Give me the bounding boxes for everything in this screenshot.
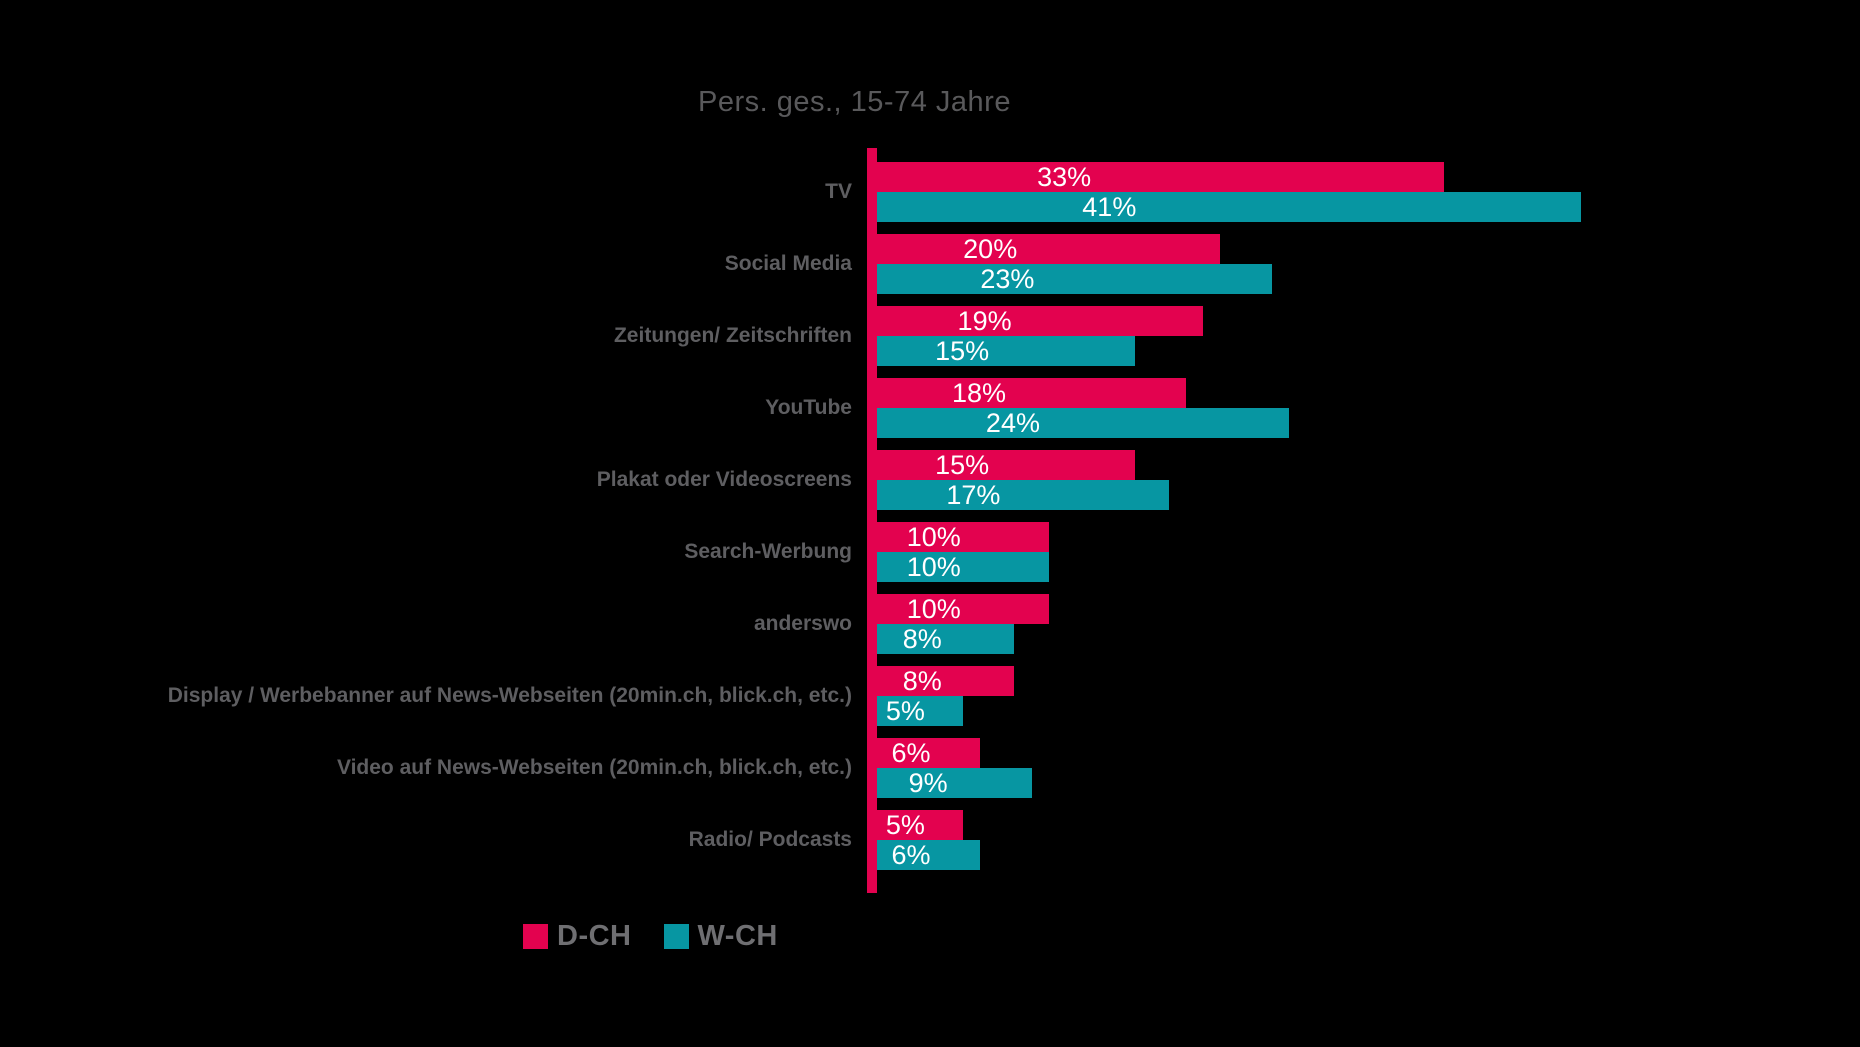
bar-value-label: 10% — [906, 552, 961, 582]
category-label: Video auf News-Webseiten (20min.ch, blic… — [336, 756, 852, 779]
bar-group: TV 33% 41% — [0, 162, 1860, 222]
chart-title: Pers. ges., 15-74 Jahre — [698, 86, 1011, 118]
legend-label-dch: D-CH — [557, 920, 632, 952]
bar-group: Video auf News-Webseiten (20min.ch, blic… — [0, 738, 1860, 798]
category-label: TV — [825, 180, 852, 203]
bar-d-ch: 10% — [877, 594, 1049, 624]
bar-stack: 18% 24% — [877, 378, 1289, 438]
bar-stack: 5% 6% — [877, 810, 980, 870]
category-label: Radio/ Podcasts — [688, 828, 852, 851]
bar-value-label: 33% — [1037, 162, 1092, 192]
bar-w-ch: 17% — [877, 480, 1169, 510]
bar-value-label: 5% — [885, 696, 925, 726]
legend-label-wch: W-CH — [697, 920, 778, 952]
bar-value-label: 19% — [957, 306, 1012, 336]
bar-d-ch: 8% — [877, 666, 1014, 696]
y-axis-line — [867, 148, 877, 893]
bar-d-ch: 33% — [877, 162, 1444, 192]
bar-value-label: 18% — [951, 378, 1006, 408]
category-label: Plakat oder Videoscreens — [596, 468, 852, 491]
bar-value-label: 6% — [891, 738, 931, 768]
bar-d-ch: 6% — [877, 738, 980, 768]
bar-stack: 8% 5% — [877, 666, 1014, 726]
bar-value-label: 20% — [963, 234, 1018, 264]
category-label: YouTube — [765, 396, 852, 419]
bar-value-label: 24% — [985, 408, 1040, 438]
bar-value-label: 15% — [935, 450, 990, 480]
category-label: anderswo — [753, 612, 852, 635]
bar-d-ch: 15% — [877, 450, 1135, 480]
bar-group: Zeitungen/ Zeitschriften 19% 15% — [0, 306, 1860, 366]
bar-value-label: 10% — [906, 522, 961, 552]
bar-group: YouTube 18% 24% — [0, 378, 1860, 438]
bar-value-label: 15% — [935, 336, 990, 366]
bar-stack: 10% 10% — [877, 522, 1049, 582]
bar-group: Display / Werbebanner auf News-Webseiten… — [0, 666, 1860, 726]
bar-value-label: 8% — [902, 624, 942, 654]
bar-group: Search-Werbung 10% 10% — [0, 522, 1860, 582]
legend-swatch-dch — [523, 924, 548, 949]
bar-w-ch: 23% — [877, 264, 1272, 294]
bar-d-ch: 19% — [877, 306, 1203, 336]
bar-d-ch: 5% — [877, 810, 963, 840]
bar-w-ch: 5% — [877, 696, 963, 726]
legend: D-CH W-CH — [523, 920, 778, 953]
legend-item-dch: D-CH — [523, 920, 632, 953]
bar-value-label: 9% — [908, 768, 948, 798]
category-label: Zeitungen/ Zeitschriften — [613, 324, 852, 347]
bar-value-label: 41% — [1082, 192, 1137, 222]
bar-stack: 15% 17% — [877, 450, 1169, 510]
bar-group: anderswo 10% 8% — [0, 594, 1860, 654]
bar-w-ch: 6% — [877, 840, 980, 870]
bar-group: Social Media 20% 23% — [0, 234, 1860, 294]
bar-value-label: 8% — [902, 666, 942, 696]
bar-value-label: 17% — [946, 480, 1001, 510]
bar-stack: 33% 41% — [877, 162, 1581, 222]
bar-value-label: 6% — [891, 840, 931, 870]
legend-swatch-wch — [663, 924, 689, 949]
bar-w-ch: 15% — [877, 336, 1135, 366]
bar-w-ch: 10% — [877, 552, 1049, 582]
bar-chart: TV 33% 41% Social Media 20% 23% Zeitungen/ Zei… — [0, 162, 1860, 882]
legend-item-wch: W-CH — [663, 920, 778, 953]
bar-value-label: 5% — [885, 810, 925, 840]
bar-w-ch: 8% — [877, 624, 1014, 654]
bar-stack: 20% 23% — [877, 234, 1272, 294]
bar-w-ch: 24% — [877, 408, 1289, 438]
bar-w-ch: 9% — [877, 768, 1032, 798]
bar-value-label: 23% — [980, 264, 1035, 294]
bar-group: Radio/ Podcasts 5% 6% — [0, 810, 1860, 870]
bar-d-ch: 20% — [877, 234, 1220, 264]
category-label: Display / Werbebanner auf News-Webseiten… — [167, 684, 852, 707]
bar-w-ch: 41% — [877, 192, 1581, 222]
bar-d-ch: 10% — [877, 522, 1049, 552]
bar-d-ch: 18% — [877, 378, 1186, 408]
bar-value-label: 10% — [906, 594, 961, 624]
bar-group: Plakat oder Videoscreens 15% 17% — [0, 450, 1860, 510]
bar-stack: 6% 9% — [877, 738, 1032, 798]
category-label: Social Media — [724, 252, 852, 275]
category-label: Search-Werbung — [684, 540, 852, 563]
bar-stack: 19% 15% — [877, 306, 1203, 366]
bar-stack: 10% 8% — [877, 594, 1049, 654]
